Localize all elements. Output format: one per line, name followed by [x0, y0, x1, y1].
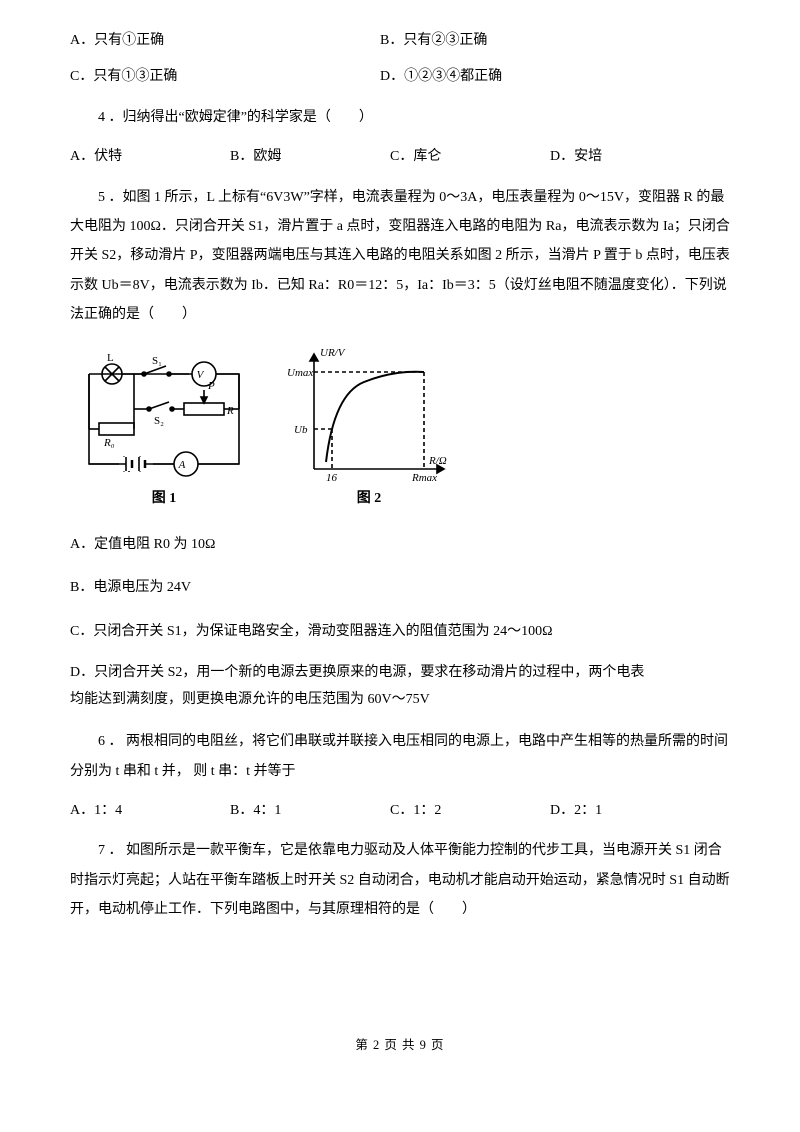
- q3-options-row1: A．只有①正确 B．只有②③正确: [70, 30, 730, 52]
- q5-figure1: L S₁ V S₂ P R R₀ A 图 1: [74, 354, 254, 510]
- q5-figures: L S₁ V S₂ P R R₀ A 图 1: [70, 344, 730, 510]
- q7-stem: 7 ． 如图所示是一款平衡车，它是依靠电力驱动及人体平衡能力控制的代步工具，当电…: [70, 836, 730, 924]
- graph-rmax: Rmax: [411, 472, 437, 484]
- q5-option-c: C．只闭合开关 S1，为保证电路安全，滑动变阻器连入的阻值范围为 24～100Ω: [70, 617, 730, 646]
- q4-option-b: B．欧姆: [230, 146, 390, 168]
- circuit-label-r: R: [226, 405, 234, 417]
- q5-option-d-line2: 均能达到满刻度，则更换电源允许的电压范围为 60V～75V: [70, 687, 730, 714]
- q4-option-c: C．库仑: [390, 146, 550, 168]
- q6-option-d: D．2：1: [550, 800, 710, 822]
- graph-xlabel: R/Ω: [428, 455, 447, 467]
- graph-ub: Ub: [294, 424, 308, 436]
- q6-option-a: A．1：4: [70, 800, 230, 822]
- q5-figure2: UR/V Umax Ub 16 Rmax R/Ω 图 2: [284, 344, 454, 510]
- q4-option-a: A．伏特: [70, 146, 230, 168]
- q5-fig2-label: 图 2: [284, 488, 454, 510]
- q3-option-d: D．①②③④都正确: [380, 66, 502, 88]
- q3-option-b: B．只有②③正确: [380, 30, 487, 52]
- circuit-label-l: L: [107, 354, 114, 364]
- q6-options: A．1：4 B．4：1 C．1：2 D．2：1: [70, 800, 730, 822]
- q3-option-a: A．只有①正确: [70, 30, 380, 52]
- graph-ylabel: UR/V: [320, 347, 346, 359]
- page-footer: 第 2 页 共 9 页: [70, 1035, 730, 1055]
- circuit-label-a: A: [178, 459, 186, 471]
- q4-stem: 4 ．归纳得出“欧姆定律”的科学家是（ ）: [70, 103, 730, 132]
- graph-x0: 16: [326, 472, 338, 484]
- q6-stem: 6 ． 两根相同的电阻丝，将它们串联或并联接入电压相同的电源上，电路中产生相等的…: [70, 727, 730, 786]
- graph-diagram: UR/V Umax Ub 16 Rmax R/Ω: [284, 344, 454, 484]
- q5-option-a: A．定值电阻 R0 为 10Ω: [70, 530, 730, 559]
- circuit-label-p: P: [207, 380, 215, 392]
- circuit-label-s1: S₁: [152, 355, 162, 367]
- q3-option-c: C．只有①③正确: [70, 66, 380, 88]
- q4-options: A．伏特 B．欧姆 C．库仑 D．安培: [70, 146, 730, 168]
- circuit-diagram: L S₁ V S₂ P R R₀ A: [74, 354, 254, 484]
- q5-option-d-line1: D．只闭合开关 S2，用一个新的电源去更换原来的电源，要求在移动滑片的过程中，两…: [70, 660, 730, 687]
- q6-option-c: C．1：2: [390, 800, 550, 822]
- circuit-label-s2: S₂: [154, 415, 164, 427]
- q5-stem: 5 ．如图 1 所示，L 上标有“6V3W”字样，电流表量程为 0～3A，电压表…: [70, 183, 730, 330]
- q6-option-b: B．4：1: [230, 800, 390, 822]
- q4-option-d: D．安培: [550, 146, 710, 168]
- graph-umax: Umax: [287, 367, 313, 379]
- circuit-label-r0: R₀: [103, 437, 115, 449]
- q5-option-b: B．电源电压为 24V: [70, 573, 730, 602]
- q5-fig1-label: 图 1: [74, 488, 254, 510]
- q3-options-row2: C．只有①③正确 D．①②③④都正确: [70, 66, 730, 88]
